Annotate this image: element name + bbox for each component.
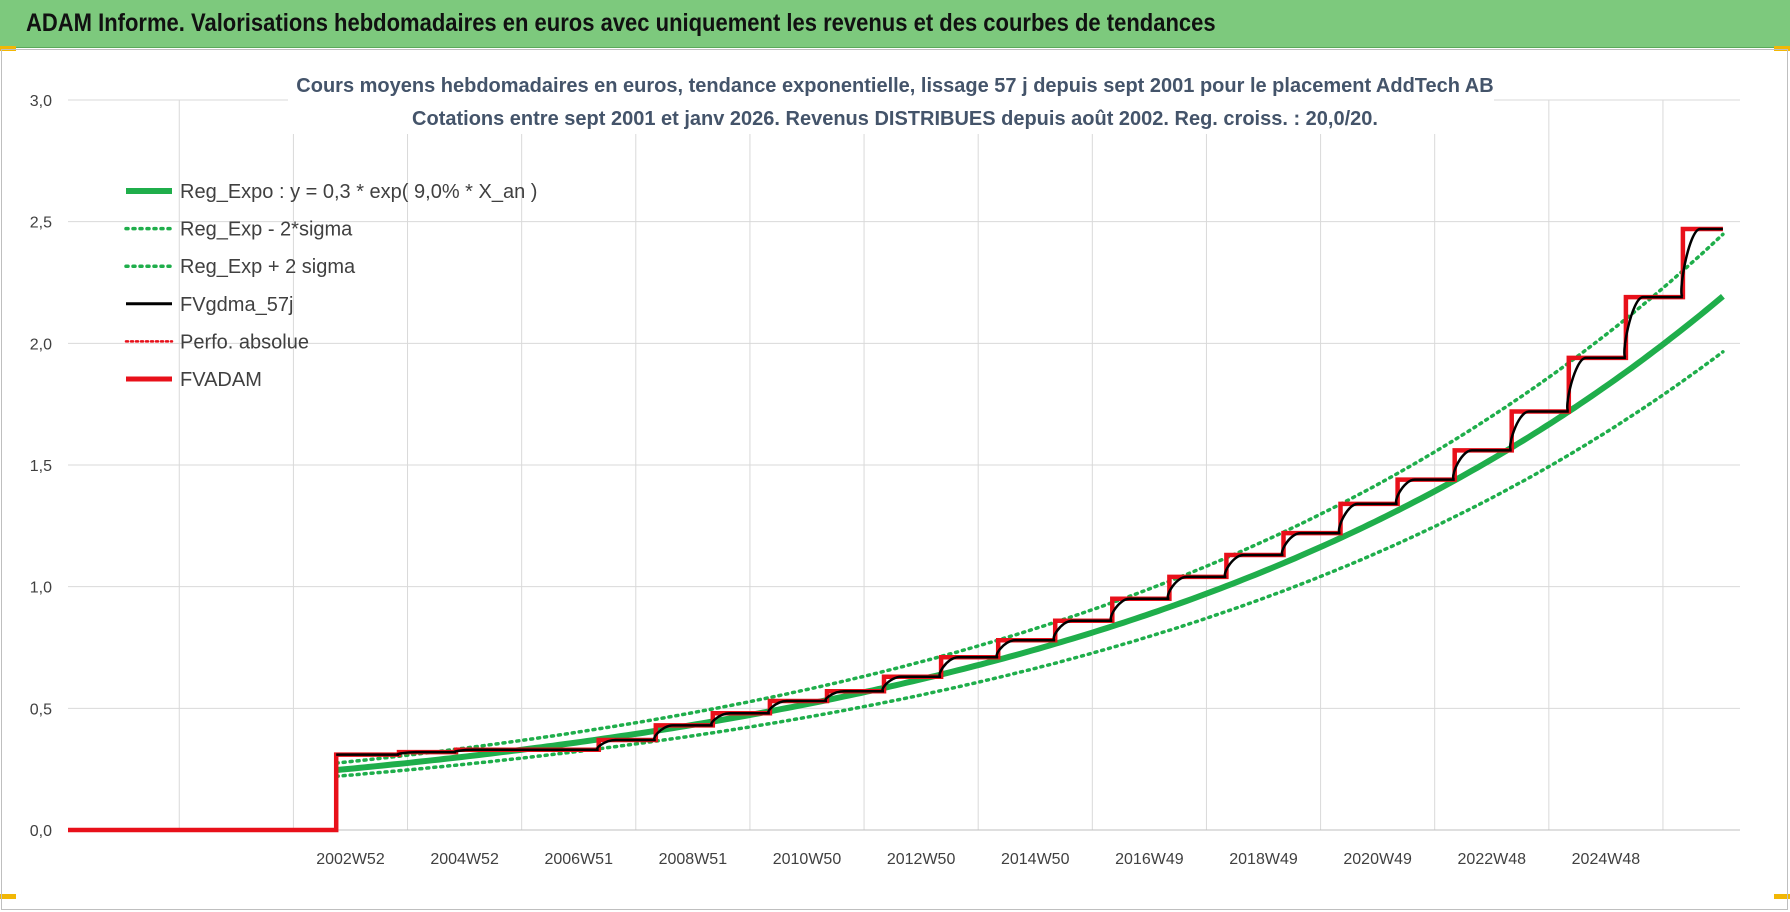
corner-mark [1774, 46, 1790, 51]
series-reg-expo [335, 294, 1725, 774]
x-tick-label: 2006W51 [544, 851, 613, 868]
legend-fvgdma-57j-label: FVgdma_57j [180, 294, 293, 316]
y-tick-label: 0,0 [30, 823, 52, 840]
corner-mark [0, 46, 16, 51]
y-tick-label: 3,0 [30, 93, 52, 110]
series-reg-exp-minus-2-sigma [334, 350, 1725, 779]
x-tick-label: 2002W52 [316, 851, 385, 868]
header-banner: ADAM Informe. Valorisations hebdomadaire… [0, 0, 1790, 48]
legend-reg-exp-plus-2-sigma-label: Reg_Exp + 2 sigma [180, 256, 356, 278]
x-tick-label: 2020W49 [1343, 851, 1412, 868]
legend-perfo-absolue-label: Perfo. absolue [180, 331, 309, 353]
legend-reg-expo-label: Reg_Expo : y = 0,3 * exp( 9,0% * X_an ) [180, 181, 537, 203]
legend-fvadam-label: FVADAM [180, 369, 262, 391]
grid [68, 99, 1740, 831]
corner-mark [0, 894, 16, 899]
x-tick-label: 2008W51 [659, 851, 728, 868]
y-tick-label: 2,0 [30, 336, 52, 353]
x-axis: 2002W52 2004W52 2006W51 2008W51 2010W50 2012W… [316, 851, 1640, 868]
y-tick-label: 1,5 [30, 458, 52, 475]
x-tick-label: 2018W49 [1229, 851, 1298, 868]
x-tick-label: 2004W52 [430, 851, 499, 868]
legend: Reg_Expo : y = 0,3 * exp( 9,0% * X_an ) R… [124, 181, 537, 391]
y-tick-label: 0,5 [30, 701, 52, 718]
plot-area [68, 226, 1725, 833]
chart-subtitle: Cotations entre sept 2001 et janv 2026. … [412, 108, 1378, 130]
series-fvgdma-57j [336, 227, 1723, 756]
x-tick-label: 2014W50 [1001, 851, 1070, 868]
y-tick-label: 2,5 [30, 215, 52, 232]
series-fvadam [68, 226, 1723, 833]
x-tick-label: 2024W48 [1572, 851, 1641, 868]
chart-frame [1, 49, 1788, 910]
chart-title: Cours moyens hebdomadaires en euros, ten… [296, 75, 1493, 97]
title-background [288, 78, 1494, 134]
series-reg-exp-plus-2-sigma [334, 232, 1725, 765]
x-tick-label: 2012W50 [887, 851, 956, 868]
page-title: ADAM Informe. Valorisations hebdomadaire… [26, 9, 1216, 37]
corner-mark [1774, 894, 1790, 899]
x-tick-label: 2010W50 [773, 851, 842, 868]
x-tick-label: 2016W49 [1115, 851, 1184, 868]
legend-reg-exp-minus-2-sigma-label: Reg_Exp - 2*sigma [180, 219, 353, 241]
y-tick-label: 1,0 [30, 580, 52, 597]
y-axis: 0,0 0,5 1,0 1,5 2,0 2,5 3,0 [30, 93, 52, 840]
x-tick-label: 2022W48 [1458, 851, 1527, 868]
